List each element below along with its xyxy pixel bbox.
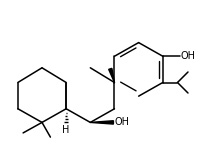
- Text: OH: OH: [181, 51, 196, 61]
- Text: OH: OH: [115, 117, 130, 127]
- Polygon shape: [109, 68, 115, 83]
- Polygon shape: [90, 121, 113, 124]
- Text: H: H: [62, 125, 70, 134]
